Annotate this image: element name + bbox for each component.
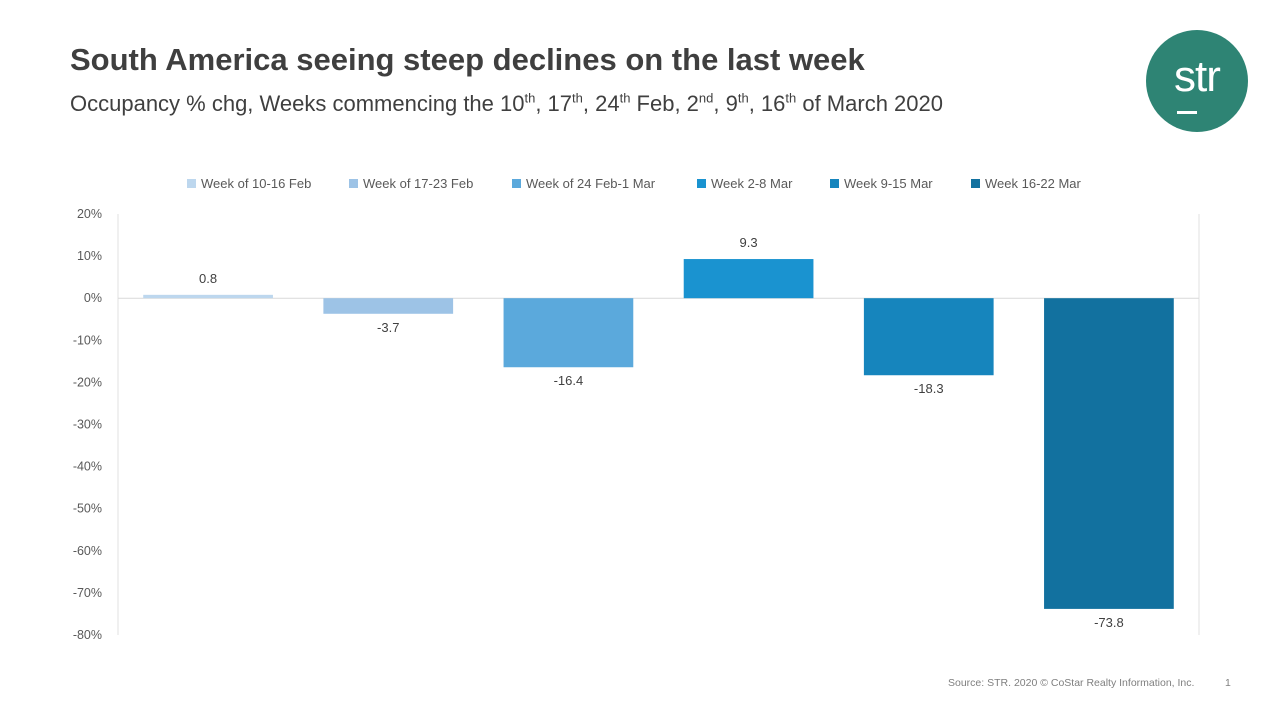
- data-label: -73.8: [1094, 615, 1124, 630]
- legend-swatch: [971, 179, 980, 188]
- page-number: 1: [1225, 677, 1231, 689]
- subtitle-text: , 17: [535, 91, 573, 116]
- bar: [503, 298, 634, 368]
- logo-underline: [1177, 111, 1197, 114]
- subtitle-sup: th: [619, 90, 631, 106]
- chart-title: South America seeing steep declines on t…: [70, 42, 865, 77]
- subtitle-sup: nd: [698, 90, 714, 106]
- legend-swatch: [512, 179, 521, 188]
- subtitle-text: Occupancy % chg, Weeks commencing the 10: [70, 91, 525, 116]
- legend-item: Week 9-15 Mar: [830, 176, 933, 191]
- y-tick-label: -50%: [73, 502, 102, 516]
- legend-swatch: [697, 179, 706, 188]
- y-tick-label: -30%: [73, 418, 102, 432]
- legend-item: Week 2-8 Mar: [697, 176, 792, 191]
- legend-swatch: [187, 179, 196, 188]
- source-footnote: Source: STR. 2020 © CoStar Realty Inform…: [948, 677, 1195, 689]
- subtitle-sup: th: [737, 90, 749, 106]
- subtitle-text: Feb, 2: [630, 91, 699, 116]
- legend-swatch: [830, 179, 839, 188]
- y-tick-label: -20%: [73, 375, 102, 389]
- y-tick-label: -70%: [73, 586, 102, 600]
- subtitle-sup: th: [524, 90, 536, 106]
- chart-subtitle: Occupancy % chg, Weeks commencing the 10…: [70, 91, 943, 117]
- subtitle-text: of March 2020: [796, 91, 943, 116]
- legend-item: Week 16-22 Mar: [971, 176, 1081, 191]
- bar: [323, 298, 454, 314]
- subtitle-text: , 9: [713, 91, 738, 116]
- chart-legend: Week of 10-16 Feb Week of 17-23 Feb Week o…: [0, 176, 1280, 194]
- bar: [863, 298, 994, 376]
- legend-item: Week of 24 Feb-1 Mar: [512, 176, 655, 191]
- y-tick-label: 0%: [84, 291, 102, 305]
- legend-label: Week of 24 Feb-1 Mar: [526, 176, 656, 191]
- subtitle-sup: th: [572, 90, 583, 106]
- y-tick-label: 20%: [77, 207, 102, 221]
- bar: [683, 259, 814, 299]
- y-tick-label: -10%: [73, 333, 102, 347]
- y-tick-label: -40%: [73, 460, 102, 474]
- legend-item: Week of 17-23 Feb: [349, 176, 473, 191]
- subtitle-text: , 24: [582, 91, 620, 116]
- data-label: -3.7: [377, 320, 399, 335]
- str-logo: str: [1146, 30, 1248, 132]
- bar: [143, 294, 273, 299]
- subtitle-text: , 16: [748, 91, 786, 116]
- legend-label: Week of 10-16 Feb: [201, 176, 312, 191]
- data-label: 0.8: [199, 271, 217, 286]
- bar: [1044, 298, 1174, 609]
- data-label: 9.3: [740, 235, 758, 250]
- subtitle-sup: th: [785, 90, 797, 106]
- legend-label: Week of 17-23 Feb: [363, 176, 474, 191]
- data-label: -18.3: [914, 381, 944, 396]
- legend-label: Week 2-8 Mar: [711, 176, 793, 191]
- legend-swatch: [349, 179, 358, 188]
- data-label: -16.4: [554, 373, 584, 388]
- legend-item: Week of 10-16 Feb: [187, 176, 311, 191]
- legend-label: Week 9-15 Mar: [844, 176, 933, 191]
- y-tick-label: -60%: [73, 544, 102, 558]
- y-tick-label: -80%: [73, 628, 102, 642]
- legend-label: Week 16-22 Mar: [985, 176, 1081, 191]
- logo-text: str: [1174, 52, 1221, 101]
- y-tick-label: 10%: [77, 249, 102, 263]
